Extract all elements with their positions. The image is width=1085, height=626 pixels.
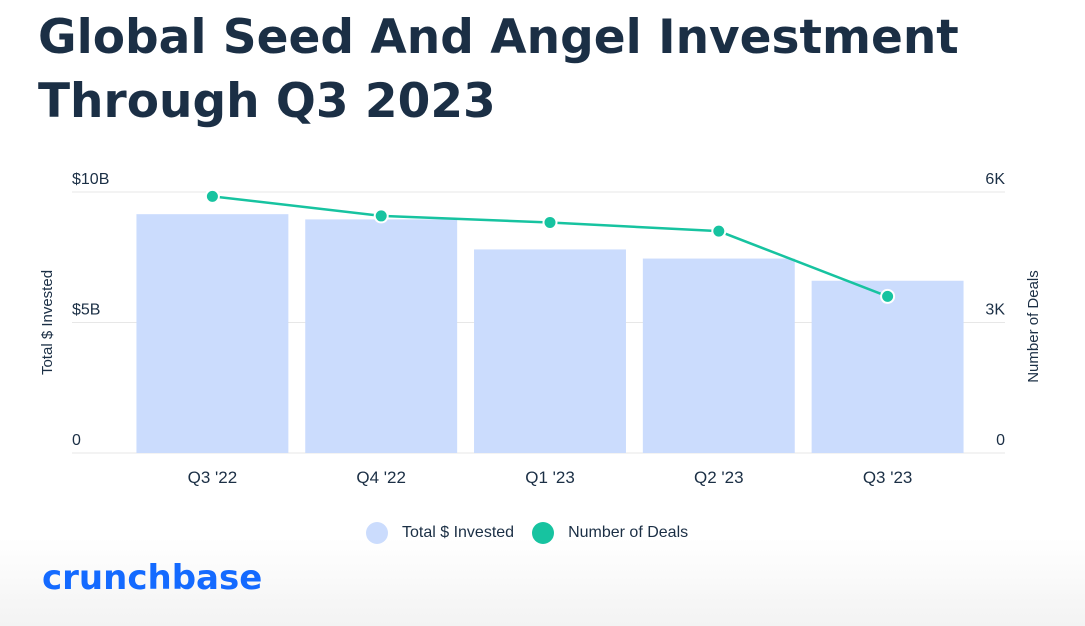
legend-item-total-invested[interactable]: Total $ Invested — [366, 522, 514, 544]
y2-tick-label: 3K — [985, 302, 1005, 319]
y2-tick-label: 0 — [996, 432, 1005, 449]
y-tick-label: $10B — [72, 171, 109, 188]
x-tick-label: Q3 '23 — [863, 468, 913, 487]
bar — [305, 219, 458, 453]
x-tick-label: Q4 '22 — [356, 468, 406, 487]
x-tick-label: Q3 '22 — [188, 468, 238, 487]
bar — [811, 280, 964, 453]
x-tick-label: Q1 '23 — [525, 468, 575, 487]
y2-tick-label: 6K — [985, 171, 1005, 188]
deals-point — [373, 208, 389, 224]
legend-label: Number of Deals — [568, 524, 689, 541]
bar — [136, 214, 289, 453]
deals-point — [204, 188, 220, 204]
bar — [642, 258, 795, 453]
y2-axis-title: Number of Deals — [1025, 270, 1042, 383]
deals-point — [880, 288, 896, 304]
x-tick-label: Q2 '23 — [694, 468, 744, 487]
crunchbase-logo: crunchbase — [42, 558, 263, 598]
y-axis-title: Total $ Invested — [39, 270, 56, 375]
chart-title: Global Seed And Angel Investment Through… — [38, 10, 959, 129]
bar — [474, 249, 626, 453]
deals-point — [711, 223, 727, 239]
y-tick-label: 0 — [72, 432, 81, 449]
legend-swatch-line — [532, 522, 555, 544]
deals-point — [542, 214, 558, 230]
legend-label: Total $ Invested — [402, 524, 515, 541]
legend-item-number-of-deals[interactable]: Number of Deals — [532, 522, 688, 544]
legend-swatch-bar — [366, 522, 388, 544]
y-tick-label: $5B — [72, 302, 100, 319]
chart-legend: Total $ Invested Number of Deals — [366, 522, 706, 544]
